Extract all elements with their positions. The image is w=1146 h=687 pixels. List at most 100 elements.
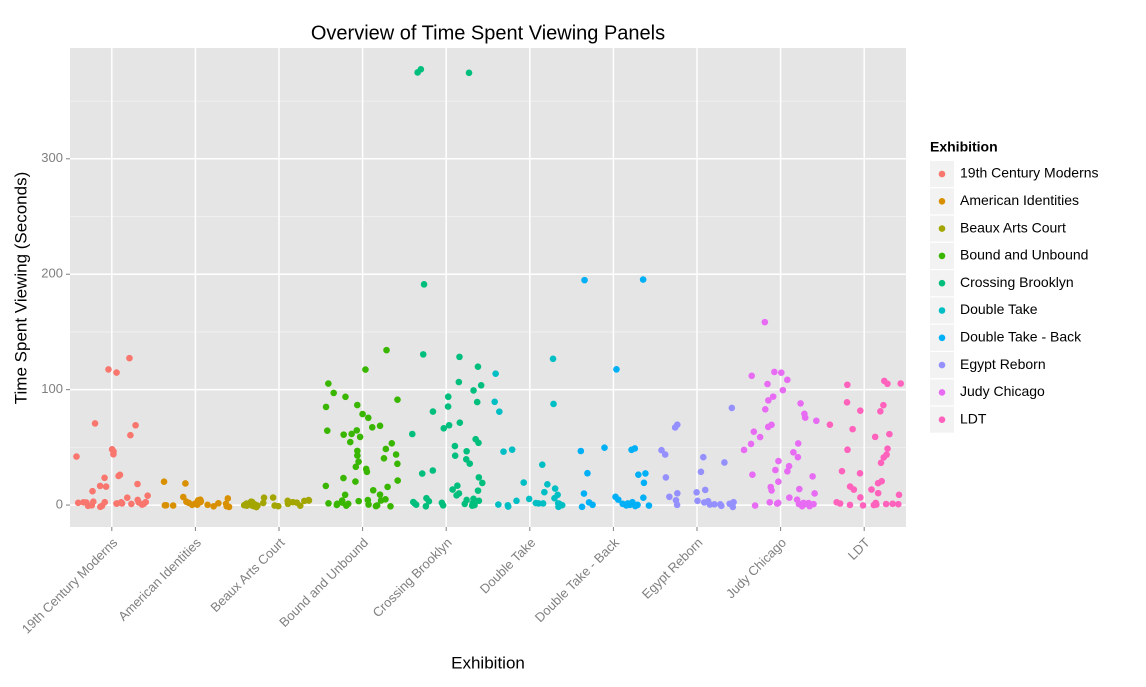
point — [491, 398, 498, 406]
point — [113, 369, 120, 376]
point — [639, 276, 647, 283]
point — [768, 487, 775, 494]
point — [340, 431, 347, 438]
point — [535, 500, 542, 507]
point — [756, 433, 764, 441]
point — [697, 468, 705, 476]
point — [701, 486, 709, 494]
point — [658, 446, 665, 454]
point — [850, 486, 858, 493]
point — [779, 386, 787, 394]
point — [451, 442, 459, 450]
point — [895, 491, 903, 499]
point — [771, 368, 778, 376]
point — [377, 497, 385, 504]
point — [601, 444, 608, 451]
point — [805, 499, 812, 507]
point — [857, 407, 864, 415]
point — [342, 393, 349, 401]
point — [585, 499, 593, 506]
point — [640, 494, 647, 501]
point — [74, 499, 82, 507]
point — [769, 393, 777, 400]
point — [716, 501, 724, 508]
point — [538, 461, 546, 468]
point — [271, 502, 278, 509]
point — [584, 469, 591, 477]
legend-label: Judy Chicago — [960, 383, 1045, 399]
point — [870, 501, 878, 509]
point — [809, 473, 816, 480]
point — [614, 496, 622, 503]
point — [844, 381, 851, 389]
point — [475, 497, 483, 505]
point — [578, 503, 586, 511]
point — [341, 491, 349, 499]
point — [128, 500, 135, 508]
point — [365, 501, 372, 508]
point — [105, 366, 112, 373]
point — [844, 446, 851, 454]
point — [373, 502, 381, 509]
point — [215, 499, 222, 507]
point — [355, 458, 362, 466]
point — [456, 353, 463, 361]
point — [580, 490, 588, 497]
point — [354, 452, 361, 459]
point — [445, 421, 453, 429]
point — [182, 480, 189, 487]
point — [721, 459, 728, 466]
point — [500, 448, 507, 455]
point — [880, 454, 888, 461]
point — [330, 389, 337, 397]
point — [750, 428, 758, 435]
point — [673, 421, 681, 429]
point — [801, 414, 809, 421]
legend-label: Double Take — [960, 301, 1038, 317]
point — [846, 501, 854, 509]
point — [394, 396, 401, 403]
point — [118, 500, 126, 507]
point — [210, 503, 217, 510]
point — [333, 501, 341, 509]
legend-swatch — [938, 198, 946, 205]
point — [444, 393, 452, 401]
legend-label: Double Take - Back — [960, 329, 1082, 345]
point — [204, 501, 211, 509]
point — [849, 425, 856, 433]
point — [645, 502, 653, 509]
point — [394, 477, 401, 484]
point — [438, 499, 446, 507]
point — [420, 281, 428, 288]
point — [477, 381, 485, 389]
point — [877, 407, 884, 415]
point — [259, 499, 267, 507]
point — [790, 448, 797, 456]
point — [581, 276, 588, 284]
legend-label: Crossing Brooklyn — [960, 274, 1074, 290]
point — [340, 474, 347, 482]
point — [800, 499, 807, 507]
point — [352, 463, 360, 471]
point — [764, 423, 772, 431]
point — [352, 478, 359, 485]
legend-swatch — [938, 416, 946, 424]
legend-swatch — [938, 389, 946, 396]
point — [673, 501, 681, 509]
legend-swatch — [938, 279, 946, 287]
point — [354, 401, 361, 409]
point — [556, 500, 563, 508]
point — [631, 502, 639, 510]
point — [549, 355, 557, 363]
point — [838, 467, 846, 475]
point — [224, 495, 232, 502]
point — [144, 492, 151, 499]
legend-label: American Identities — [960, 192, 1079, 208]
point — [635, 471, 642, 478]
point — [525, 495, 533, 503]
point — [454, 482, 461, 490]
point — [884, 380, 891, 388]
point — [693, 489, 700, 496]
point — [880, 401, 887, 409]
point — [296, 502, 304, 509]
